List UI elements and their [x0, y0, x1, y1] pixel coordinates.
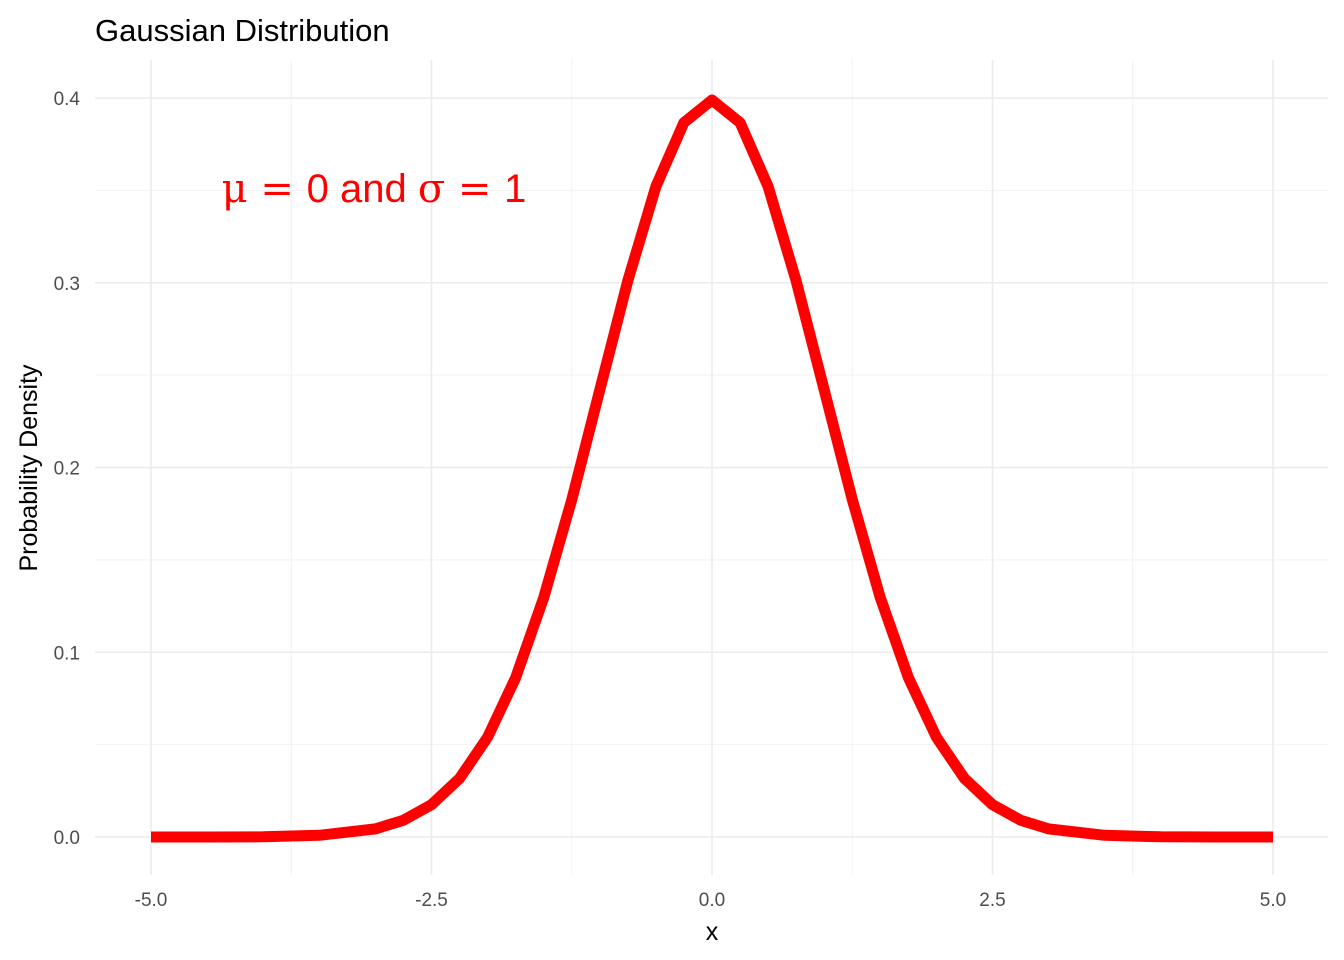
- y-tick-label: 0.1: [54, 643, 80, 664]
- chart-annotation: μ = 0 and σ = 1: [222, 166, 527, 212]
- annotation-layer: μ = 0 and σ = 1: [222, 166, 527, 212]
- x-tick-label: -2.5: [415, 890, 448, 911]
- x-tick-label: 2.5: [979, 890, 1005, 911]
- tick-labels: -5.0 -2.5 0.0 2.5 5.0 0.0 0.1 0.2 0.3 0.4: [54, 89, 1287, 911]
- y-tick-label: 0.0: [54, 828, 80, 849]
- y-tick-label: 0.2: [54, 459, 80, 480]
- annotation-middle-text: 0 and: [307, 167, 418, 211]
- y-tick-label: 0.3: [54, 274, 80, 295]
- x-tick-label: 0.0: [699, 890, 725, 911]
- density-curve-line: [151, 94, 1273, 843]
- x-axis-title: x: [706, 918, 719, 946]
- y-tick-label: 0.4: [54, 89, 81, 110]
- chart-title: Gaussian Distribution: [95, 13, 390, 48]
- annotation-equals-1: =: [248, 166, 307, 212]
- annotation-mu-symbol: μ: [222, 166, 248, 212]
- y-axis-title: Probability Density: [15, 364, 43, 572]
- series-layer: [151, 94, 1273, 843]
- x-tick-label: -5.0: [135, 890, 168, 911]
- annotation-sigma-symbol: σ: [418, 166, 445, 212]
- annotation-sigma-value: 1: [504, 167, 526, 211]
- x-tick-label: 5.0: [1260, 890, 1286, 911]
- annotation-equals-2: =: [445, 166, 504, 212]
